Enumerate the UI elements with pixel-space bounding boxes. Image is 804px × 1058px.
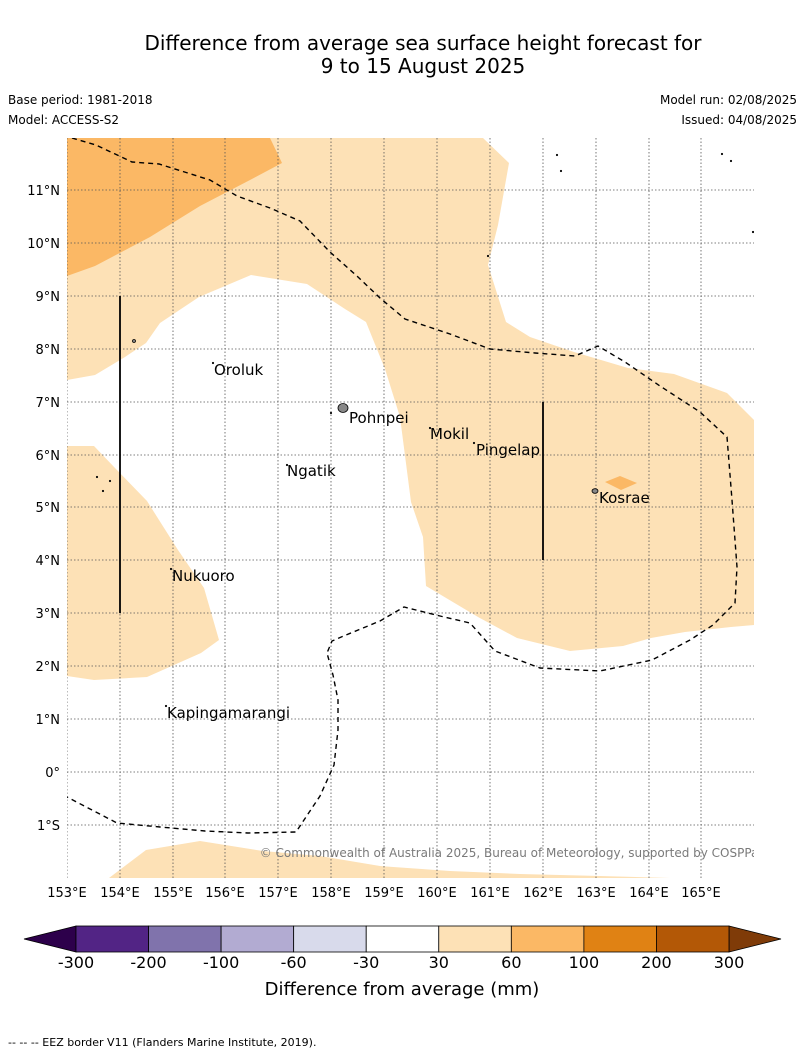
anomaly-30-60-regions: [67, 138, 754, 878]
colorbar-tick-label: -200: [130, 953, 166, 972]
colorbar-tick-label: -300: [58, 953, 94, 972]
place-label-pingelap: Pingelap: [476, 441, 540, 459]
place-label-mokil: Mokil: [430, 425, 469, 443]
colorbar-segment: [656, 925, 730, 953]
lat-label: 8°N: [36, 343, 61, 358]
islands: [95, 152, 754, 708]
lon-label: 159°E: [364, 886, 404, 901]
place-labels: Oroluk Pohnpei Mokil Ngatik Pingelap Kos…: [167, 361, 650, 722]
colorbar-segment: [293, 925, 367, 953]
lat-label: 6°N: [36, 449, 61, 464]
colorbar-tick-label: 100: [569, 953, 600, 972]
lon-label: 156°E: [205, 886, 245, 901]
colorbar-segment: [220, 925, 295, 953]
colorbar-extend-high: [728, 925, 782, 953]
colorbar: -300 -200 -100 -60 -30 30 60 100 200 300 Differen…: [23, 925, 782, 1000]
lon-label: 162°E: [523, 886, 563, 901]
colorbar-tick-label: -60: [281, 953, 307, 972]
colorbar-ticks: -300 -200 -100 -60 -30 30 60 100 200 300: [58, 953, 744, 972]
anomaly-region-high-kosrae: [605, 476, 637, 490]
lon-label: 163°E: [576, 886, 616, 901]
lat-label: 3°N: [36, 607, 61, 622]
lat-label: 10°N: [27, 237, 60, 252]
title-line-1: Difference from average sea surface heig…: [144, 31, 702, 55]
lon-label: 154°E: [100, 886, 140, 901]
title-line-2: 9 to 15 August 2025: [320, 54, 526, 78]
copyright-notice: © Commonwealth of Australia 2025, Bureau…: [260, 846, 765, 860]
colorbar-segment: [75, 925, 149, 953]
anomaly-region-high-northwest: [67, 138, 282, 276]
colorbar-segment: [510, 925, 585, 953]
place-label-kapingamarangi: Kapingamarangi: [167, 704, 290, 722]
lat-label: 4°N: [36, 554, 61, 569]
lat-label: 0°: [45, 766, 60, 781]
lat-label: 2°N: [36, 660, 61, 675]
colorbar-tick-label: -100: [203, 953, 239, 972]
place-label-kosrae: Kosrae: [599, 489, 650, 507]
lon-label: 161°E: [470, 886, 510, 901]
lat-label: 7°N: [36, 396, 61, 411]
place-label-nukuoro: Nukuoro: [172, 567, 235, 585]
lon-label: 158°E: [311, 886, 351, 901]
issued-date: Issued: 04/08/2025: [681, 113, 797, 127]
anomaly-region-south: [109, 841, 670, 878]
lon-label: 155°E: [153, 886, 193, 901]
colorbar-segments: [75, 925, 730, 953]
colorbar-segment: [583, 925, 657, 953]
lon-label: 165°E: [681, 886, 721, 901]
place-label-ngatik: Ngatik: [287, 462, 336, 480]
colorbar-extend-low: [23, 925, 77, 953]
lat-label: 5°N: [36, 501, 61, 516]
anomaly-region-northwest: [67, 138, 754, 651]
base-period: Base period: 1981-2018: [8, 93, 153, 107]
colorbar-tick-label: 60: [501, 953, 521, 972]
eez-footnote: -- -- -- EEZ border V11 (Flanders Marine…: [8, 1036, 317, 1049]
map-title: Difference from average sea surface heig…: [0, 32, 804, 78]
model-name: Model: ACCESS-S2: [8, 113, 120, 127]
map-area: Oroluk Pohnpei Mokil Ngatik Pingelap Kos…: [67, 138, 765, 878]
place-label-oroluk: Oroluk: [214, 361, 263, 379]
island-kosrae: [591, 488, 599, 494]
island-pohnpei: [337, 403, 349, 413]
colorbar-tick-label: 30: [429, 953, 449, 972]
latitude-labels: 11°N 10°N 9°N 8°N 7°N 6°N 5°N 4°N 3°N 2°…: [27, 184, 60, 834]
longitude-labels: 153°E 154°E 155°E 156°E 157°E 158°E 159°…: [47, 886, 721, 901]
lon-label: 164°E: [629, 886, 669, 901]
eez-border: [67, 138, 738, 834]
colorbar-tick-label: 300: [714, 953, 745, 972]
lon-label: 160°E: [417, 886, 457, 901]
island-unnamed-west: [132, 339, 136, 343]
colorbar-segment: [438, 925, 512, 953]
colorbar-segment: [148, 925, 222, 953]
model-run: Model run: 02/08/2025: [659, 93, 797, 107]
lon-label: 157°E: [258, 886, 298, 901]
colorbar-title: Difference from average (mm): [265, 979, 540, 1000]
lon-label: 153°E: [47, 886, 87, 901]
lat-label: 9°N: [36, 290, 61, 305]
colorbar-tick-label: 200: [641, 953, 672, 972]
lat-label: 1°N: [36, 713, 61, 728]
anomaly-60-100-regions: [67, 138, 637, 490]
graticule: [67, 138, 754, 878]
lat-label: 11°N: [27, 184, 60, 199]
colorbar-tick-label: -30: [353, 953, 379, 972]
colorbar-segment: [365, 925, 440, 953]
anomaly-region-southwest: [67, 446, 219, 680]
lat-label: 1°S: [37, 819, 60, 834]
place-label-pohnpei: Pohnpei: [349, 409, 409, 427]
